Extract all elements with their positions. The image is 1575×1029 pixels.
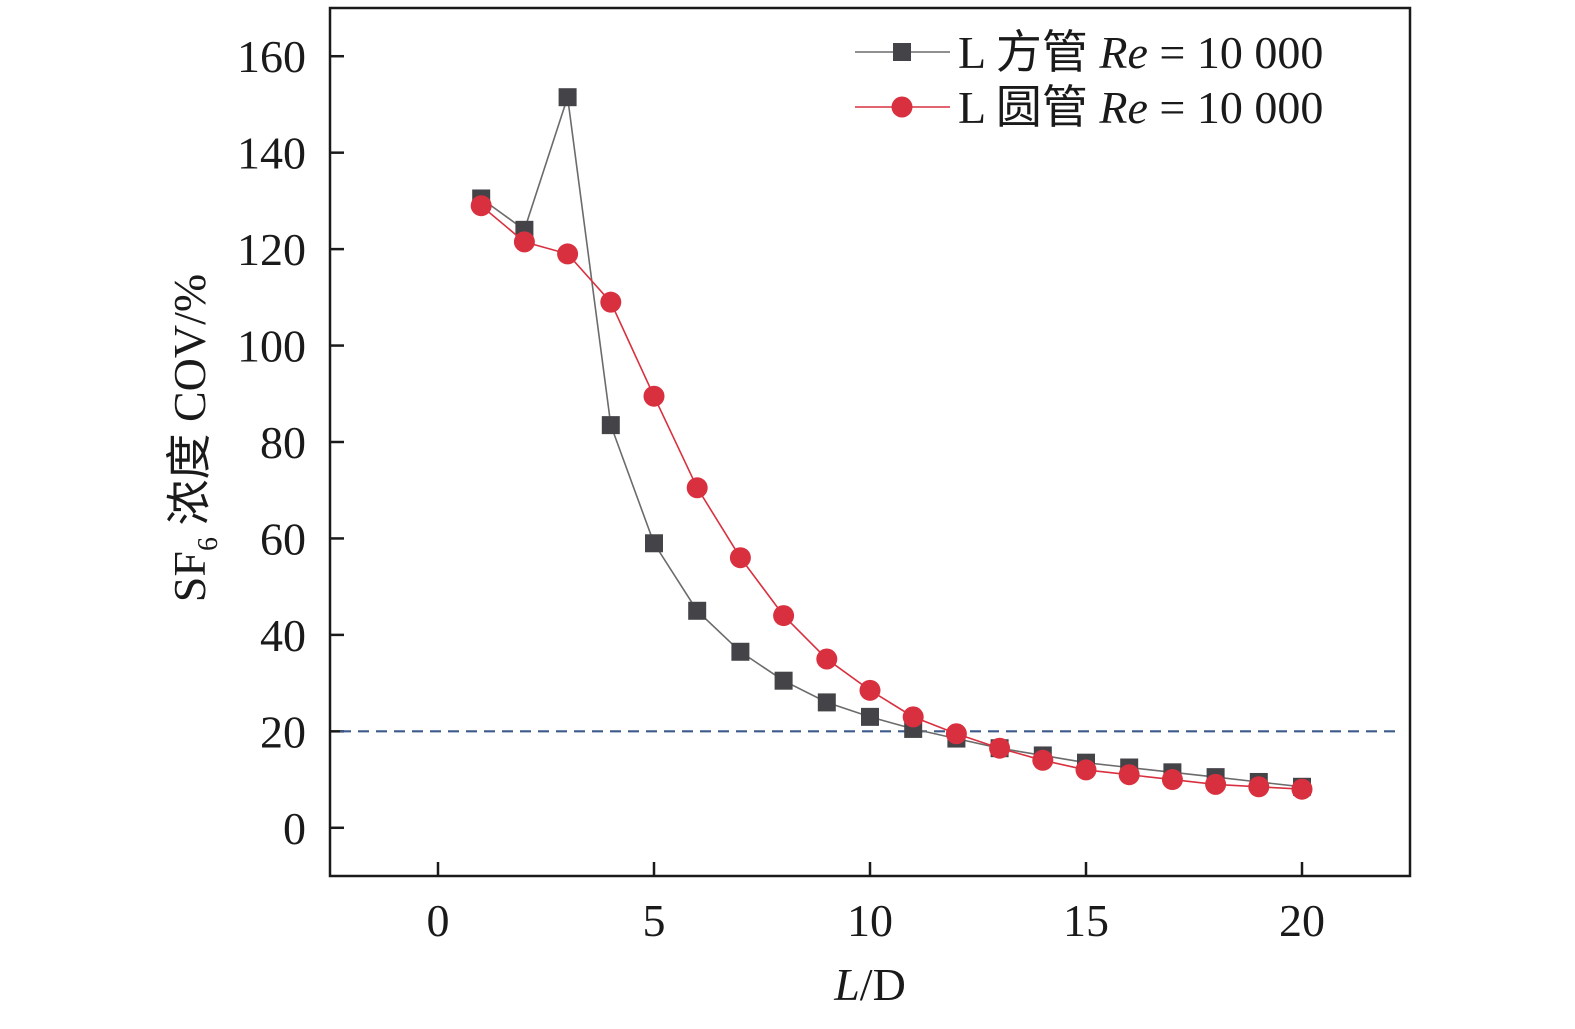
- data-point: [1032, 749, 1054, 771]
- legend-label-prefix: L 圆管: [958, 82, 1099, 133]
- data-point: [643, 385, 665, 407]
- y-tick-label: 60: [260, 513, 306, 564]
- legend-label: L 圆管 Re = 10 000: [958, 82, 1323, 133]
- legend-label-re: Re: [1098, 82, 1148, 133]
- series-round-duct: [470, 195, 1313, 800]
- data-point: [557, 243, 579, 265]
- y-axis-title: SF6 浓度 COV/%: [164, 274, 224, 602]
- y-axis-title-rest: 浓度 COV/%: [164, 274, 215, 537]
- x-axis-title-italic: L: [833, 959, 860, 1010]
- data-point: [470, 195, 492, 217]
- data-point: [816, 648, 838, 670]
- legend-label-prefix: L 方管: [958, 27, 1099, 78]
- data-point: [645, 534, 663, 553]
- series-square-duct: [472, 88, 1311, 796]
- series-line: [480, 96, 1303, 788]
- legend-entry: L 方管 Re = 10 000: [855, 27, 1323, 78]
- y-tick-label: 160: [237, 31, 306, 82]
- data-point: [600, 291, 622, 313]
- data-point: [1291, 778, 1313, 800]
- data-point: [989, 737, 1011, 759]
- data-point: [945, 723, 967, 745]
- data-point: [558, 88, 577, 107]
- legend-label-suffix: = 10 000: [1148, 27, 1323, 78]
- y-tick-label: 40: [260, 610, 306, 661]
- series-line: [480, 205, 1303, 790]
- legend-label: L 方管 Re = 10 000: [958, 27, 1323, 78]
- data-point: [902, 706, 924, 728]
- data-point: [1075, 759, 1097, 781]
- y-tick-label: 0: [283, 803, 306, 854]
- data-point: [859, 679, 881, 701]
- x-tick-label: 10: [847, 895, 893, 946]
- x-tick-label: 5: [643, 895, 666, 946]
- legend-entry: L 圆管 Re = 10 000: [855, 82, 1323, 133]
- y-tick-label: 140: [237, 128, 306, 179]
- data-point: [513, 231, 535, 253]
- data-point: [861, 707, 879, 726]
- x-tick-label: 20: [1279, 895, 1325, 946]
- x-axis-title-rest: /D: [860, 959, 906, 1010]
- y-tick-label: 100: [237, 321, 306, 372]
- data-point: [601, 416, 620, 435]
- data-point: [686, 477, 708, 499]
- x-tick-label: 15: [1063, 895, 1109, 946]
- data-point: [1205, 773, 1227, 795]
- y-tick-label: 80: [260, 417, 306, 468]
- y-axis-title-sf: SF: [164, 551, 215, 602]
- data-point: [688, 601, 707, 620]
- data-point: [817, 693, 836, 712]
- data-point: [1118, 764, 1140, 786]
- data-point: [1161, 769, 1183, 791]
- x-axis-title: L/D: [833, 959, 906, 1010]
- y-axis-title-subscript: 6: [193, 537, 224, 551]
- x-tick-label: 0: [427, 895, 450, 946]
- data-point: [1248, 776, 1270, 798]
- data-point: [731, 642, 750, 661]
- legend-marker: [893, 43, 911, 61]
- legend-label-re: Re: [1098, 27, 1148, 78]
- data-point: [774, 671, 793, 690]
- legend-marker: [891, 96, 913, 118]
- legend-label-suffix: = 10 000: [1148, 82, 1323, 133]
- plot-frame: [328, 6, 1412, 878]
- data-point: [773, 605, 795, 627]
- y-tick-label: 120: [237, 224, 306, 275]
- y-tick-label: 20: [260, 706, 306, 757]
- data-point: [729, 547, 751, 569]
